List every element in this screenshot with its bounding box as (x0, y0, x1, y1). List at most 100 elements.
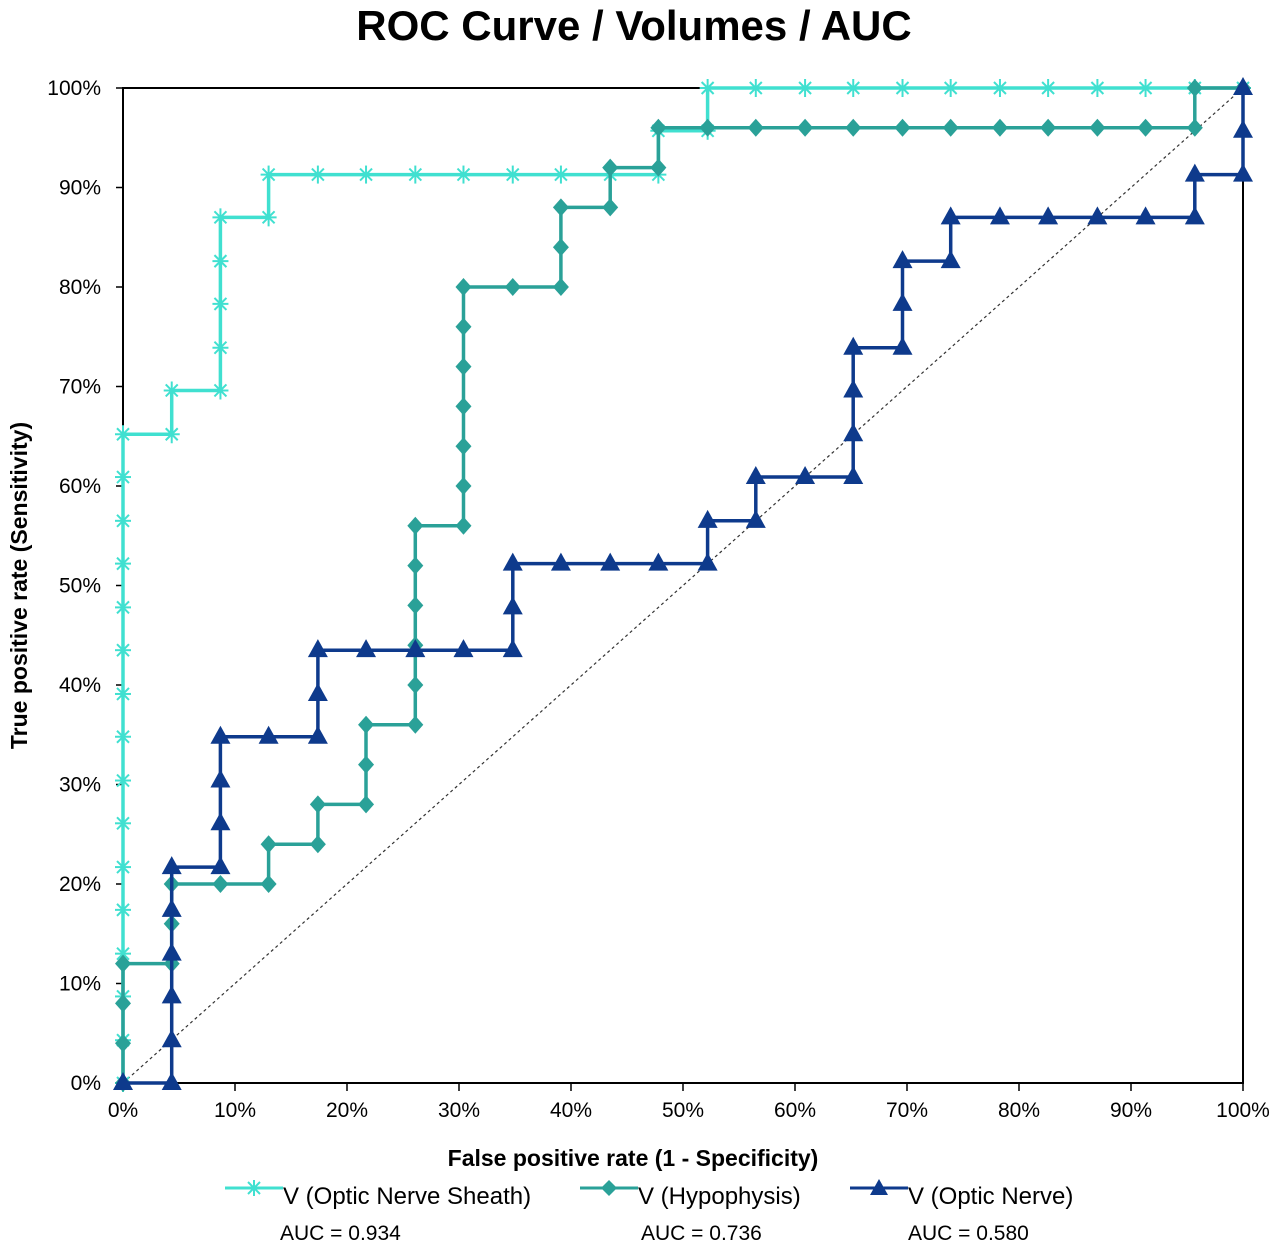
data-point (115, 511, 131, 530)
data-point (1186, 118, 1203, 137)
data-point (745, 466, 766, 485)
data-point (115, 684, 131, 703)
data-point (307, 725, 328, 744)
y-tick-label: 20% (59, 873, 101, 896)
data-point (260, 835, 277, 854)
data-point (892, 250, 913, 269)
data-point (115, 1034, 131, 1053)
data-point (942, 79, 959, 97)
data-point (602, 198, 619, 217)
data-point (697, 552, 718, 571)
series-2 (115, 79, 1251, 1092)
data-point (407, 165, 424, 184)
data-point (1040, 118, 1057, 137)
x-tick-label: 10% (214, 1099, 256, 1122)
data-point (455, 317, 472, 336)
x-tick-label: 80% (998, 1099, 1040, 1122)
data-point (843, 336, 864, 355)
data-point (115, 425, 131, 444)
data-point (260, 165, 277, 184)
reference-diagonal-line (122, 87, 1244, 1084)
data-point (650, 158, 667, 177)
y-tick-label: 100% (47, 77, 101, 100)
y-tick-label: 0% (71, 1072, 101, 1095)
y-tick-label: 30% (59, 774, 101, 797)
auc-label: AUC = 0.736 (641, 1222, 762, 1245)
data-point (210, 769, 231, 788)
data-point (161, 1072, 182, 1090)
data-point (115, 954, 131, 973)
y-tick-label: 70% (59, 376, 101, 399)
data-point (453, 639, 474, 658)
data-point (650, 118, 667, 137)
data-point (502, 639, 523, 658)
legend-label: V (Optic Nerve) (908, 1183, 1074, 1210)
data-point (356, 639, 377, 658)
x-tick-label: 100% (1216, 1099, 1270, 1122)
data-point (212, 208, 229, 227)
data-point (1137, 79, 1154, 97)
data-point (407, 715, 424, 734)
x-tick-label: 90% (1110, 1099, 1152, 1122)
data-point (1089, 118, 1106, 137)
data-point (1233, 119, 1253, 138)
legend-marker-triangle (850, 1179, 908, 1195)
data-point (358, 795, 375, 814)
data-point (163, 381, 180, 400)
data-point (845, 79, 862, 97)
data-point (991, 118, 1008, 137)
chart-title: ROC Curve / Volumes / AUC (356, 2, 912, 49)
data-point (113, 1072, 133, 1090)
x-tick-label: 60% (774, 1099, 816, 1122)
data-point (502, 552, 523, 571)
y-tick-label: 90% (59, 177, 101, 200)
data-point (212, 252, 229, 271)
data-point (504, 165, 521, 184)
data-point (455, 477, 472, 495)
data-point (552, 238, 569, 257)
data-point (309, 795, 326, 814)
series-3 (113, 77, 1253, 1090)
data-point (845, 118, 862, 137)
data-point (407, 596, 424, 615)
legend-label: V (Optic Nerve Sheath) (283, 1183, 532, 1210)
data-point (258, 725, 279, 744)
data-point (115, 900, 131, 919)
data-point (212, 875, 229, 893)
x-tick-label: 70% (886, 1099, 928, 1122)
data-point (115, 994, 131, 1013)
data-point (1040, 79, 1057, 97)
data-point (163, 425, 180, 444)
data-point (115, 727, 131, 746)
data-point (745, 509, 766, 528)
data-point (115, 858, 131, 877)
data-point (212, 338, 229, 357)
data-point (942, 118, 959, 137)
x-tick-label: 50% (662, 1099, 704, 1122)
x-tick-label: 20% (326, 1099, 368, 1122)
x-tick-label: 40% (550, 1099, 592, 1122)
x-axis-title: False positive rate (1 - Specificity) (448, 1145, 819, 1171)
data-point (115, 554, 131, 573)
data-point (504, 278, 521, 296)
data-point (260, 208, 277, 227)
data-point (552, 165, 569, 184)
data-point (550, 552, 571, 571)
data-point (699, 118, 716, 137)
data-point (989, 206, 1010, 225)
data-point (407, 676, 424, 694)
data-point (115, 641, 131, 660)
data-point (358, 755, 375, 774)
data-point (260, 875, 277, 893)
data-point (115, 771, 131, 790)
legend-label: V (Hypophysis) (638, 1183, 801, 1210)
data-point (747, 118, 764, 137)
legend-marker-asterisk (225, 1180, 283, 1196)
data-point (697, 509, 718, 528)
x-tick-label: 0% (108, 1099, 138, 1122)
x-tick-label: 30% (438, 1099, 480, 1122)
data-point (405, 639, 426, 658)
data-point (894, 79, 911, 97)
data-point (600, 552, 621, 571)
data-point (1135, 206, 1156, 225)
